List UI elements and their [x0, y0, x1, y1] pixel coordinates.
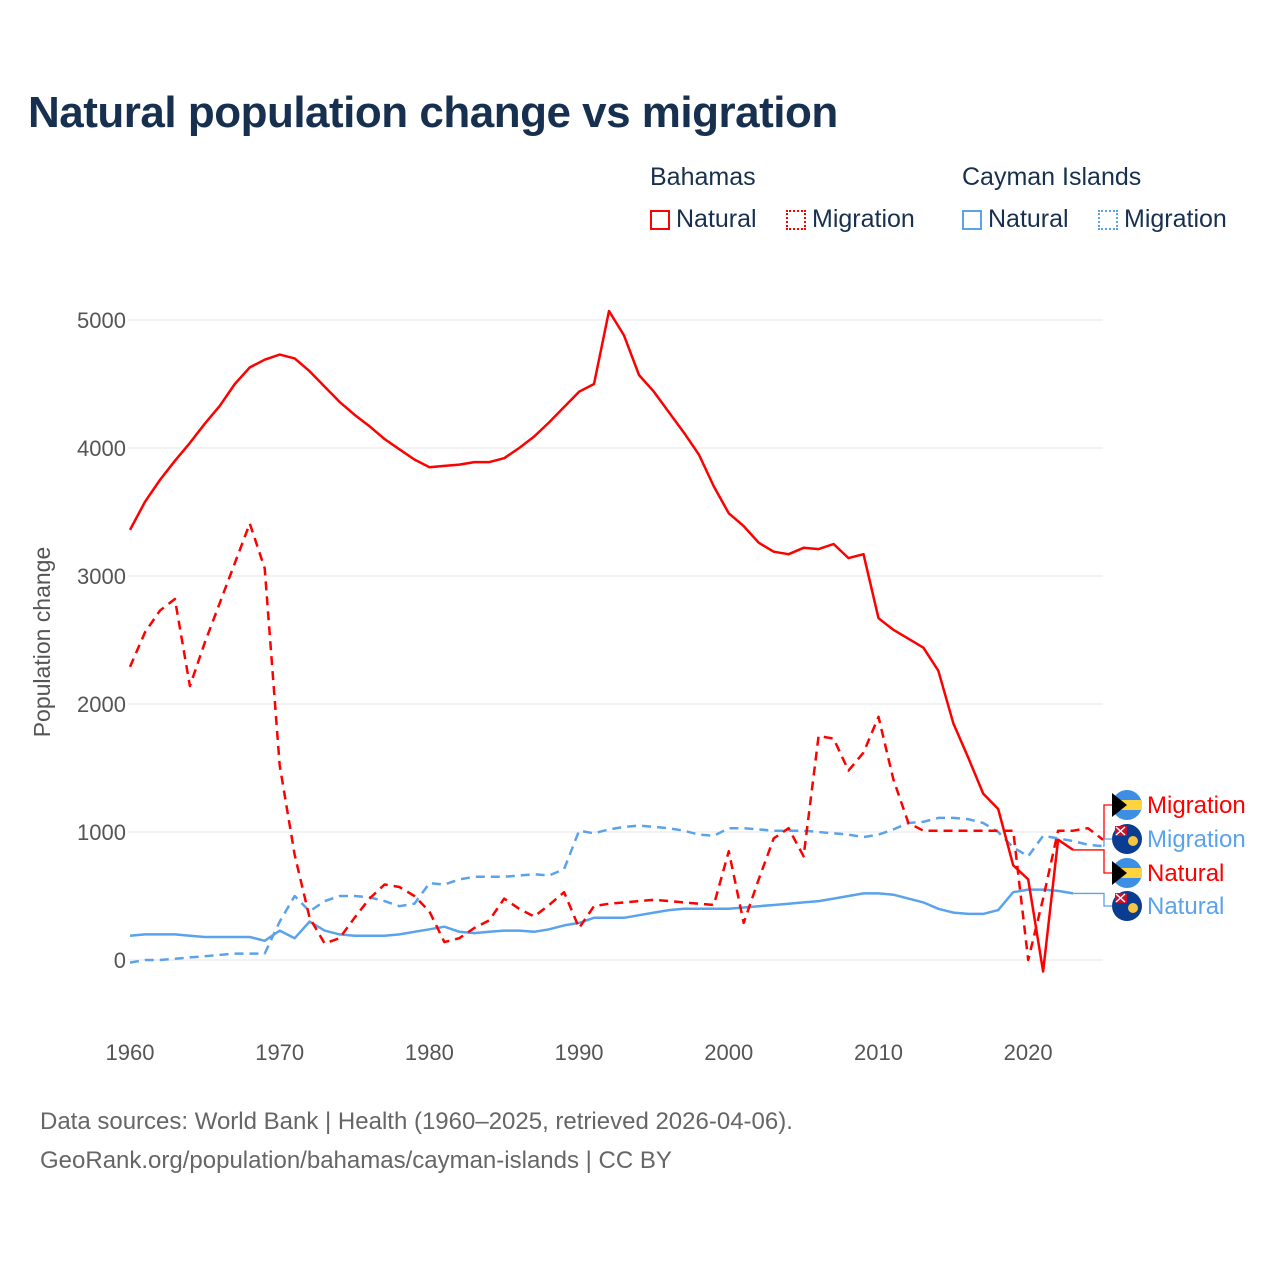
- series-line-bahamas-migration: [128, 522, 1104, 962]
- y-tick-label: 1000: [77, 820, 126, 845]
- x-tick-label: 2020: [1004, 1040, 1053, 1065]
- flag-crest: [1128, 836, 1138, 846]
- series-line-bahamas-natural: [128, 309, 1074, 973]
- legend-swatch-solid: [962, 209, 982, 230]
- flag-cross: [1115, 893, 1126, 903]
- legend-swatch-solid: [650, 209, 670, 230]
- series-line-cayman-islands-migration: [129, 816, 1104, 964]
- label-leader-line: [1073, 892, 1112, 907]
- end-label: Migration: [1147, 826, 1246, 853]
- label-leader-line: [1103, 838, 1112, 847]
- series-line-cayman-islands-natural: [129, 888, 1074, 943]
- label-leader-line: [1103, 804, 1112, 841]
- y-axis-label: Population change: [29, 547, 55, 738]
- legend-swatch-dotted: [1098, 209, 1118, 230]
- cayman-islands-flag-icon: [1112, 891, 1142, 921]
- end-label: Natural: [1147, 860, 1224, 887]
- x-tick-label: 2010: [854, 1040, 903, 1065]
- legend-item-bahamas-migration[interactable]: Migration: [786, 205, 915, 234]
- flag-triangle: [1112, 861, 1127, 885]
- y-tick-label: 2000: [77, 692, 126, 717]
- legend-label: Migration: [1124, 205, 1227, 233]
- legend-swatch-dotted: [786, 209, 806, 230]
- x-tick-label: 2000: [704, 1040, 753, 1065]
- y-tick-label: 0: [114, 948, 126, 973]
- footer-sources: Data sources: World Bank | Health (1960–…: [40, 1108, 793, 1135]
- y-tick-label: 4000: [77, 436, 126, 461]
- x-tick-label: 1970: [255, 1040, 304, 1065]
- flag-crest: [1128, 903, 1138, 913]
- chart-title: Natural population change vs migration: [28, 88, 838, 137]
- end-label: Natural: [1147, 893, 1224, 920]
- legend-label: Migration: [812, 205, 915, 233]
- legend-label: Natural: [988, 205, 1069, 233]
- x-tick-label: 1960: [106, 1040, 155, 1065]
- chart-plot: 0 1000 2000 3000 4000 5000 1960 1970 1980 1990 20…: [29, 308, 1246, 1065]
- legend-group-title: Cayman Islands: [962, 163, 1142, 191]
- y-tick-label: 5000: [77, 308, 126, 333]
- end-label: Migration: [1147, 792, 1246, 819]
- flag-triangle: [1112, 793, 1127, 817]
- bahamas-flag-icon: [1112, 790, 1142, 820]
- legend-item-bahamas-natural[interactable]: Natural: [650, 205, 757, 234]
- flag-cross: [1115, 826, 1126, 836]
- legend-item-cayman-natural[interactable]: Natural: [962, 205, 1069, 234]
- y-tick-label: 3000: [77, 564, 126, 589]
- legend-group-title: Bahamas: [650, 163, 756, 191]
- x-tick-label: 1980: [405, 1040, 454, 1065]
- label-leader-line: [1073, 849, 1112, 874]
- bahamas-flag-icon: [1112, 858, 1142, 888]
- x-tick-label: 1990: [555, 1040, 604, 1065]
- legend-label: Natural: [676, 205, 757, 233]
- legend-item-cayman-migration[interactable]: Migration: [1098, 205, 1227, 234]
- cayman-islands-flag-icon: [1112, 824, 1142, 854]
- footer-attribution[interactable]: GeoRank.org/population/bahamas/cayman-is…: [40, 1147, 672, 1174]
